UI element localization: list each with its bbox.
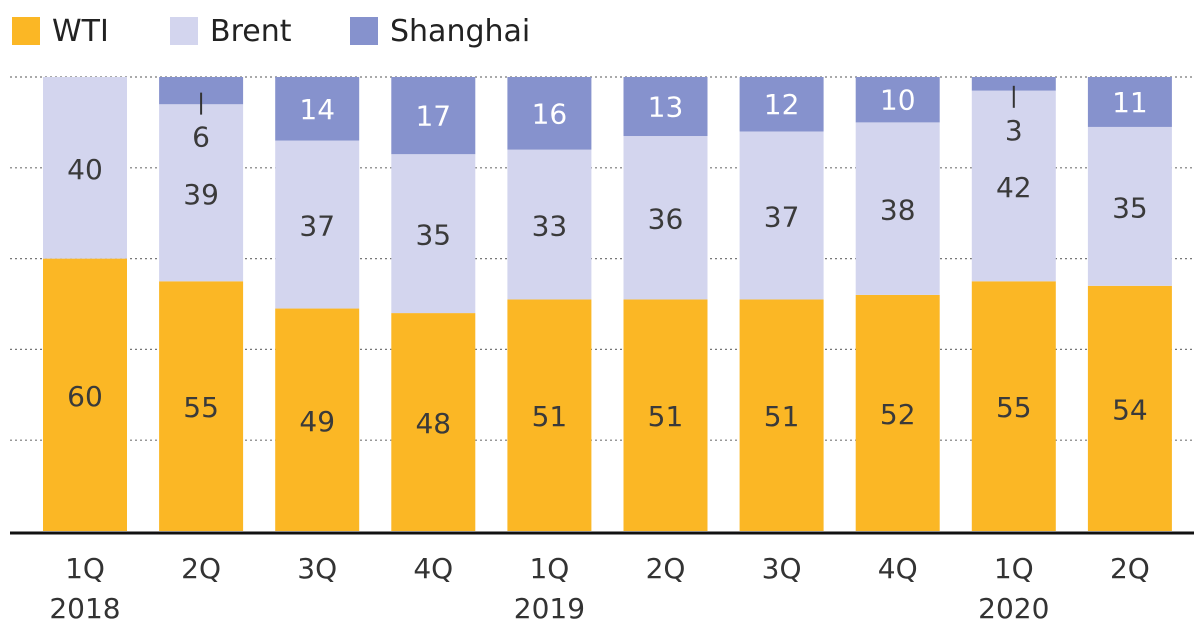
bar-shanghai [391, 77, 476, 155]
legend-swatch-brent [170, 17, 198, 45]
bar-shanghai [275, 77, 360, 141]
x-tick-label: 1Q [994, 552, 1034, 585]
bar-wti [623, 299, 708, 531]
data-label-shanghai: 13 [648, 91, 684, 124]
bar-shanghai [971, 77, 1056, 91]
bar-wti [739, 299, 824, 531]
data-label-shanghai: 6 [192, 121, 210, 154]
data-label-wti: 48 [415, 407, 451, 440]
legend-label-shanghai: Shanghai [390, 13, 531, 49]
legend-swatch-shanghai [350, 17, 378, 45]
data-label-brent: 35 [415, 219, 451, 252]
data-label-brent: 36 [648, 203, 684, 236]
bar-wti [43, 258, 127, 531]
bar-wti [391, 313, 476, 531]
x-tick-label: 2Q [181, 552, 221, 585]
legend: WTI Brent Shanghai [0, 0, 1194, 70]
data-label-brent: 37 [299, 210, 335, 243]
bar-brent [971, 90, 1056, 282]
legend-label-wti: WTI [52, 13, 109, 49]
bar-brent [739, 131, 824, 300]
x-tick-label: 1Q [65, 552, 105, 585]
bar-brent [275, 140, 360, 309]
data-label-wti: 55 [996, 391, 1032, 424]
bar-brent [507, 149, 592, 300]
bar-wti [1087, 285, 1172, 531]
data-label-wti: 51 [532, 400, 568, 433]
x-tick-label: 2Q [1110, 552, 1150, 585]
bar-shanghai [739, 77, 824, 132]
x-tick-label: 3Q [762, 552, 802, 585]
data-label-wti: 49 [299, 405, 335, 438]
data-label-wti: 51 [648, 400, 684, 433]
value-labels: 60 40 55 39 6 49 37 14 48 35 17 51 33 16 51 36 13 51 37 12 5… [67, 84, 1148, 440]
x-tick-label: 3Q [297, 552, 337, 585]
x-tick-label: 1Q [529, 552, 569, 585]
x-tick-label: 4Q [413, 552, 453, 585]
data-label-wti: 52 [880, 398, 916, 431]
data-label-wti: 55 [183, 391, 219, 424]
bar-wti [507, 299, 592, 531]
bar-brent [855, 122, 940, 295]
bar-brent [391, 154, 476, 314]
data-label-brent: 37 [764, 200, 800, 233]
data-label-brent: 35 [1112, 191, 1148, 224]
bar-wti [855, 294, 940, 531]
bar-shanghai [1087, 77, 1172, 127]
legend-swatch-wti [12, 17, 40, 45]
bar-wti [971, 281, 1056, 531]
bar-brent [43, 77, 127, 259]
bar-wti [275, 308, 360, 531]
bar-shanghai [855, 77, 940, 123]
x-tick-label: 4Q [878, 552, 918, 585]
data-label-brent: 38 [880, 194, 916, 227]
bar-brent [159, 104, 244, 282]
data-label-shanghai: 16 [532, 97, 568, 130]
data-label-shanghai: 17 [415, 100, 451, 133]
bar-shanghai [507, 77, 592, 150]
data-label-brent: 33 [532, 210, 568, 243]
data-label-brent: 39 [183, 178, 219, 211]
data-label-shanghai: 10 [880, 84, 916, 117]
legend-item-shanghai: Shanghai [350, 13, 531, 49]
data-label-shanghai: 3 [1005, 114, 1023, 147]
legend-item-brent: Brent [170, 13, 292, 49]
bars [43, 77, 1172, 531]
legend-item-wti: WTI [12, 13, 109, 49]
data-label-wti: 60 [67, 380, 103, 413]
bar-shanghai [623, 77, 708, 137]
x-tick-year: 2019 [514, 592, 585, 625]
data-label-brent: 40 [67, 153, 103, 186]
legend-label-brent: Brent [210, 13, 292, 49]
x-tick-year: 2018 [49, 592, 120, 625]
data-label-wti: 51 [764, 400, 800, 433]
x-axis-ticks: 1Q 2018 2Q 3Q 4Q 1Q 2019 2Q 3Q 4Q 1Q 2020 2Q [49, 552, 1149, 625]
data-label-shanghai: 11 [1112, 86, 1148, 119]
data-label-shanghai: 14 [299, 93, 335, 126]
data-label-shanghai: 12 [764, 88, 800, 121]
x-tick-label: 2Q [646, 552, 686, 585]
x-tick-year: 2020 [978, 592, 1049, 625]
data-label-brent: 42 [996, 171, 1032, 204]
bar-brent [623, 136, 708, 300]
bar-brent [1087, 126, 1172, 286]
data-label-wti: 54 [1112, 393, 1148, 426]
bar-wti [159, 281, 244, 531]
